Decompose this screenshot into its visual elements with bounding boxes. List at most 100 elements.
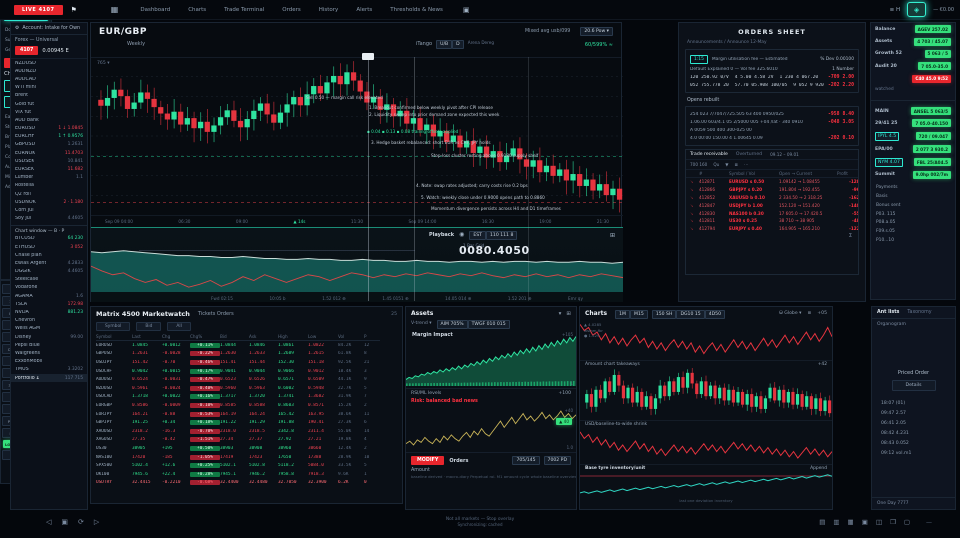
nav-item[interactable]: Orders — [282, 6, 301, 13]
watchlist-item[interactable]: Corn Jul — [11, 206, 87, 214]
mini-chart-3[interactable] — [579, 428, 833, 464]
alerts-tab[interactable]: Ant lists — [877, 310, 900, 315]
nav-item[interactable]: Thresholds & News — [390, 6, 443, 13]
quote-row[interactable]: NAS100 17420 -185 -1.05% 17419 17423 17650 1738… — [91, 453, 402, 462]
metric-badge[interactable]: C40 45.0 9:52 — [912, 74, 951, 83]
watchlist-item[interactable]: AUDNZD — [11, 67, 87, 75]
watchlist-item[interactable]: Rostella — [11, 182, 87, 190]
watchlist-item[interactable]: AUD bank — [11, 116, 87, 124]
quote-row[interactable]: NZDUSD 0.5961 -0.0024 -0.40% 0.5960 0.5963 0.6… — [91, 384, 402, 393]
watchlist-item[interactable]: BTCUSD 64 230 — [11, 235, 87, 243]
nav-item[interactable]: Dashboard — [140, 6, 171, 13]
alert-row[interactable]: 18:07 (01) — [881, 401, 906, 406]
metric-badge[interactable]: AGEV 257.02 — [914, 25, 951, 34]
watchlist-item[interactable]: GBPUSD 1.2631 — [11, 141, 87, 149]
status-icon[interactable]: ❒ — [890, 518, 896, 526]
playback-icon[interactable]: ◁ — [46, 518, 52, 526]
quote-row[interactable]: USDJPY 151.42 -0.70 -0.46% 151.41 151.44 152.3… — [91, 358, 402, 367]
nav-item[interactable]: Alerts — [356, 6, 373, 13]
grid-tab[interactable]: Orders — [216, 311, 234, 317]
quote-row[interactable]: EURUSD 1.0845 +0.0012 +0.11% 1.0844 1.0846 1.0… — [91, 341, 402, 350]
watchlist-item[interactable]: AGAMA 1.6 — [11, 292, 87, 300]
watchlist-item[interactable]: ExxonMobil — [11, 358, 87, 366]
position-row[interactable]: ↘ 412794 EURJPY s 0.40 164.905 → 165.210 -12… — [686, 225, 858, 233]
quote-row[interactable]: UK100 7945.6 +22.4 +0.28% 7945.1 7946.2 7958.8… — [91, 470, 402, 479]
status-icon[interactable]: ▦ — [847, 518, 854, 526]
watchlist-item[interactable]: Portfolio Σ 117 715 — [11, 373, 87, 383]
metric-badge[interactable]: ANSEL 5 063/5 — [910, 107, 951, 116]
playback-chip[interactable]: EST — [469, 231, 486, 240]
trend-dropdown[interactable]: V-trend ▾ — [411, 321, 432, 326]
panel-icon[interactable]: ⊞ — [566, 310, 571, 317]
alert-row[interactable]: 06:41 2.05 — [881, 421, 906, 427]
metric-badge[interactable]: 5 063 / 5 — [924, 49, 951, 58]
modify-button[interactable]: MODIFY — [411, 456, 445, 465]
metric-badge[interactable]: 4 703 / 45.07 — [914, 37, 951, 46]
assets-chip[interactable]: AIM 705% — [436, 320, 468, 329]
assets-foot-chip[interactable]: 7002 PD — [543, 456, 571, 465]
metric-badge[interactable]: FBL 25/A04.5 — [913, 158, 951, 167]
range-chip[interactable]: 09.12 – 09.01 — [770, 152, 799, 157]
metric-badge[interactable]: 720 / 09.047 — [915, 132, 951, 141]
watchlist-item[interactable]: Disney 99.00 — [11, 333, 87, 341]
watchlist-item[interactable]: Ewias Argent 4.2833 — [11, 259, 87, 267]
mini-chart-4[interactable] — [579, 472, 833, 498]
plus-chip[interactable]: +05 — [817, 311, 827, 316]
watchlist-item[interactable]: Pepsi Blue — [11, 341, 87, 349]
list-icon[interactable]: ≣ — [807, 311, 812, 316]
watchlist-item[interactable]: EURCHF 1 ↑ 0.9576 — [11, 133, 87, 141]
playback-icon[interactable]: ▷ — [93, 518, 100, 526]
candle-chart[interactable]: 765 ▾ Sell 0.50 — margin call risk eleva… — [91, 57, 623, 215]
watchlist-item[interactable]: Chase plan — [11, 251, 87, 259]
grid-tab[interactable]: Tickets — [197, 311, 217, 317]
alert-row[interactable]: 09:12 vol.m1 — [881, 451, 912, 457]
watchlist-item[interactable]: Brent — [11, 92, 87, 100]
position-row[interactable]: ↘ 412811 US30 s 0.25 38 710 → 38 905 -48.75 — [686, 217, 858, 225]
watchlist-item[interactable]: Q2 roll — [11, 190, 87, 198]
watchlist-item[interactable]: TSLA 172.98 — [11, 300, 87, 308]
layout-icon[interactable]: ▣ — [462, 5, 470, 14]
watchlist-item[interactable]: Chevron — [11, 317, 87, 325]
quote-row[interactable]: USDCAD 1.3718 +0.0022 +0.16% 1.3717 1.3720 1.3… — [91, 393, 402, 402]
watchlist-item[interactable]: AUDCAD — [11, 75, 87, 83]
position-row[interactable]: ↘ 412852 XAUUSD b 0.10 2 334.50 → 2 318.25 -… — [686, 194, 858, 202]
charts-chip[interactable]: M15 — [630, 310, 648, 319]
metric-badge[interactable]: 2 077 3 930.2 — [912, 145, 951, 154]
positions-tool[interactable]: 700 160 — [690, 162, 708, 167]
playback-icon[interactable]: ▣ — [61, 518, 69, 526]
metric-badge[interactable]: 7 05.0-40.150 — [912, 119, 951, 128]
watchlist-item[interactable]: VIX fut — [11, 108, 87, 116]
charts-chip[interactable]: 4D50 — [704, 310, 725, 319]
status-icon[interactable]: ▥ — [833, 518, 840, 526]
quote-row[interactable]: AUDUSD 0.6524 -0.0031 -0.47% 0.6523 0.6526 0.6… — [91, 375, 402, 384]
metric-badge[interactable]: 7 05.0-35.0 — [918, 62, 951, 71]
watchlist-item[interactable]: Gold fut — [11, 100, 87, 108]
position-row[interactable]: ↘ 412871 EURUSD s 0.50 1.09142 → 1.08455 -12… — [686, 178, 858, 186]
positions-tab[interactable]: Trade receivable — [690, 152, 728, 157]
playback-chip[interactable]: 110 111 8 — [485, 231, 518, 240]
positions-tool[interactable]: Qu — [713, 162, 720, 167]
quote-row[interactable]: USDCHF 0.9042 +0.0015 +0.17% 0.9041 0.9044 0.9… — [91, 367, 402, 376]
quote-row[interactable]: GBPUSD 1.2631 -0.0028 -0.22% 1.2630 1.2633 1.2… — [91, 350, 402, 359]
quote-row[interactable]: EURGBP 0.8586 -0.0009 -0.10% 0.8585 0.8588 0.8… — [91, 401, 402, 410]
margin-impact-chart[interactable]: Margin Impact +105 1 — [405, 330, 577, 388]
scale-tag[interactable]: 765 ▾ — [97, 61, 110, 66]
charts-chip[interactable]: 150 SH — [651, 310, 677, 319]
alert-row[interactable]: 09:47 2.57 — [881, 411, 906, 417]
grid-filter[interactable]: All — [167, 322, 191, 331]
pow-dropdown[interactable]: 20.6 Pow ▾ — [580, 27, 613, 36]
grid-filter[interactable]: Bid — [136, 322, 162, 331]
watchlist-item[interactable]: TMUS 3.3202 — [11, 366, 87, 374]
assets-chip[interactable]: TWGF 010 015 — [467, 320, 510, 329]
position-row[interactable]: ↘ 412830 NAS100 b 0.30 17 605.0 → 17 420.5 -… — [686, 209, 858, 217]
watchlist-item[interactable]: NZDUSD — [11, 59, 87, 67]
watchlist-item[interactable]: EURSEK 11.682 — [11, 165, 87, 173]
nav-item[interactable]: History — [318, 6, 339, 13]
alert-row[interactable]: 08:43 0.052 — [881, 441, 909, 447]
watchlist-item[interactable]: NVDA 881.23 — [11, 308, 87, 316]
nav-item[interactable]: Charts — [188, 6, 207, 13]
positions-tool[interactable]: ≣ — [734, 162, 739, 167]
live-account-button[interactable]: LIVE 4107 — [14, 4, 63, 15]
watchlist-item[interactable]: Wells AGM — [11, 325, 87, 333]
chart-timeframe[interactable]: Weekly — [127, 41, 146, 47]
